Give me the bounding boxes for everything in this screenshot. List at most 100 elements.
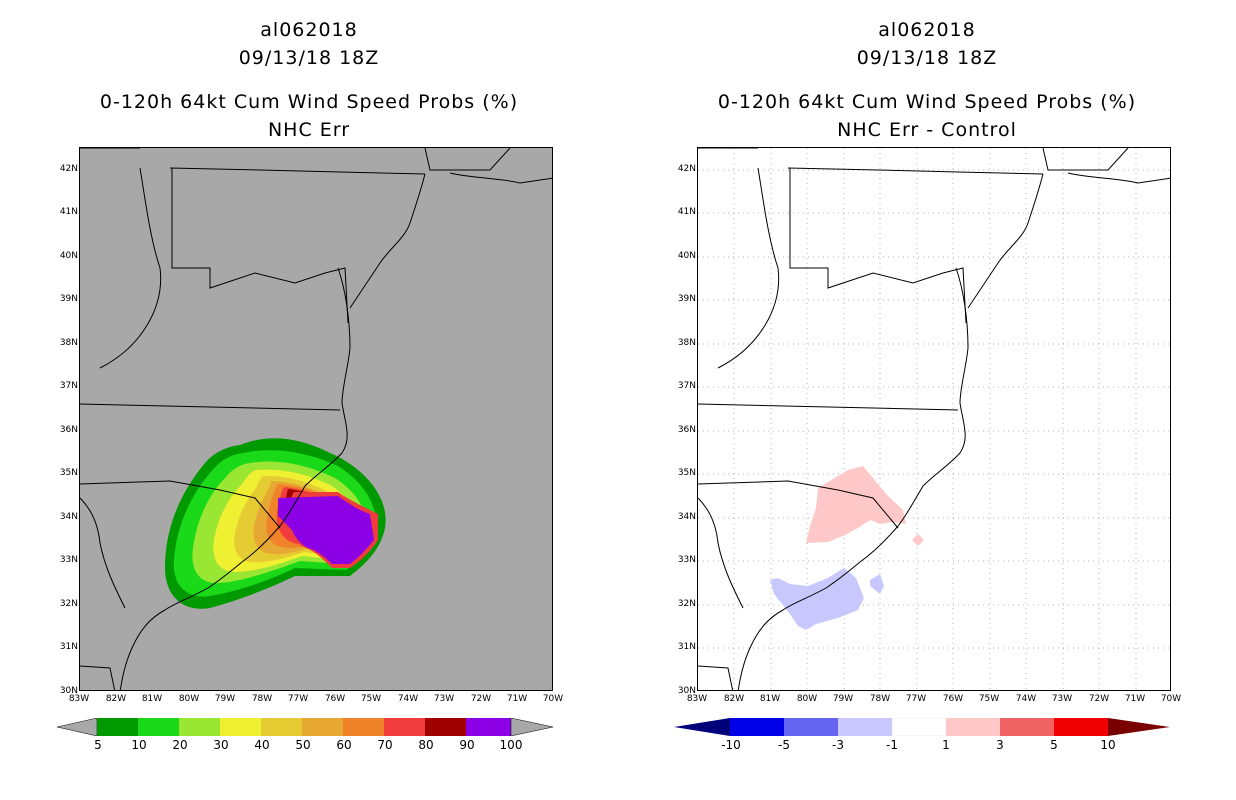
diff-negative-region: [870, 574, 884, 594]
lat-label: 31N: [677, 642, 696, 652]
lon-label: 76W: [942, 694, 964, 704]
lon-label: 70W: [1160, 694, 1182, 704]
colorbar-end-high: [1108, 718, 1170, 736]
colorbar-end-high: [510, 718, 554, 736]
colorbar-swatch: [1000, 718, 1054, 736]
lon-label: 82W: [723, 694, 745, 704]
lat-label: 30N: [59, 686, 78, 696]
lon-label: 72W: [1088, 694, 1110, 704]
colorbar-label: 100: [499, 738, 523, 752]
lat-label: 40N: [59, 251, 78, 261]
colorbar-label: -3: [832, 738, 844, 752]
lon-label: 74W: [397, 694, 419, 704]
colorbar-label: 5: [1050, 738, 1058, 752]
lon-label: 72W: [470, 694, 492, 704]
lon-label: 78W: [251, 694, 273, 704]
lat-label: 37N: [59, 381, 78, 391]
panel-nhc-err-minus-control: al062018 09/13/18 18Z 0-120h 64kt Cum Wi…: [618, 0, 1236, 800]
lat-label: 34N: [59, 512, 78, 522]
colorbar-label: -10: [721, 738, 741, 752]
colorbar-label: 10: [1100, 738, 1116, 752]
colorbar-label: 70: [377, 738, 393, 752]
prob-region-100: [278, 496, 374, 564]
lat-label: 42N: [677, 164, 696, 174]
lat-label: 32N: [677, 599, 696, 609]
colorbar-swatch: [179, 718, 220, 736]
lat-label: 36N: [59, 425, 78, 435]
diff-positive-region: [806, 466, 906, 543]
colorbar-swatch: [1054, 718, 1108, 736]
coastlines: [698, 148, 1170, 690]
lon-label: 75W: [978, 694, 1000, 704]
lat-label: 35N: [677, 468, 696, 478]
lat-label: 33N: [59, 555, 78, 565]
lon-label: 71W: [1124, 694, 1146, 704]
storm-id-title: al062018: [878, 19, 976, 41]
lat-label: 30N: [677, 686, 696, 696]
colorbar-swatch: [730, 718, 784, 736]
subtitle: NHC Err - Control: [837, 119, 1017, 141]
lat-label: 39N: [677, 294, 696, 304]
lat-label: 34N: [677, 512, 696, 522]
colorbar-swatch: [425, 718, 466, 736]
lon-label: 71W: [506, 694, 528, 704]
lon-label: 81W: [141, 694, 163, 704]
lon-label: 73W: [433, 694, 455, 704]
map-canvas: [698, 148, 1170, 690]
lon-label: 73W: [1051, 694, 1073, 704]
lat-label: 41N: [59, 207, 78, 217]
lon-label: 79W: [832, 694, 854, 704]
product-title: 0-120h 64kt Cum Wind Speed Probs (%): [717, 91, 1137, 113]
probability-map: [79, 147, 553, 691]
diff-positive-region: [912, 534, 924, 546]
colorbar-swatch: [891, 718, 947, 736]
lon-label: 79W: [214, 694, 236, 704]
lon-label: 83W: [68, 694, 90, 704]
colorbar-swatch: [343, 718, 384, 736]
colorbar-label: 80: [418, 738, 434, 752]
lat-label: 42N: [59, 164, 78, 174]
colorbar-swatch: [138, 718, 179, 736]
lat-label: 32N: [59, 599, 78, 609]
colorbar-label: 60: [336, 738, 352, 752]
lat-label: 39N: [59, 294, 78, 304]
lon-label: 75W: [360, 694, 382, 704]
lon-label: 77W: [287, 694, 309, 704]
diff-negative-region: [770, 568, 864, 630]
coastlines: [80, 148, 552, 690]
difference-map: [697, 147, 1171, 691]
colorbar-swatch: [466, 718, 511, 736]
panel-nhc-err: al062018 09/13/18 18Z 0-120h 64kt Cum Wi…: [57, 19, 564, 752]
lon-label: 83W: [686, 694, 708, 704]
datetime-title: 09/13/18 18Z: [238, 47, 380, 69]
colorbar-label: 1: [942, 738, 950, 752]
lon-label: 80W: [178, 694, 200, 704]
lat-label: 40N: [677, 251, 696, 261]
subtitle: NHC Err: [267, 119, 351, 141]
colorbar-label: 40: [254, 738, 270, 752]
colorbar-label: 20: [172, 738, 188, 752]
lat-label: 36N: [677, 425, 696, 435]
colorbar-swatch: [384, 718, 425, 736]
lon-label: 78W: [869, 694, 891, 704]
datetime-title: 09/13/18 18Z: [856, 47, 998, 69]
lon-label: 74W: [1015, 694, 1037, 704]
lat-label: 37N: [677, 381, 696, 391]
lat-label: 38N: [59, 338, 78, 348]
colorbar-label: -5: [778, 738, 790, 752]
colorbar-swatch: [97, 718, 138, 736]
lat-label: 31N: [59, 642, 78, 652]
lat-label: 33N: [677, 555, 696, 565]
lat-label: 38N: [677, 338, 696, 348]
colorbar-swatch: [946, 718, 1000, 736]
colorbar: [57, 718, 554, 736]
colorbar-label: 10: [131, 738, 147, 752]
lat-label: 41N: [677, 207, 696, 217]
storm-id-title: al062018: [260, 19, 358, 41]
colorbar-swatch: [302, 718, 343, 736]
lon-label: 76W: [324, 694, 346, 704]
colorbar-end-low: [674, 718, 730, 736]
product-title: 0-120h 64kt Cum Wind Speed Probs (%): [99, 91, 519, 113]
colorbar-swatch: [784, 718, 838, 736]
lon-label: 70W: [542, 694, 564, 704]
